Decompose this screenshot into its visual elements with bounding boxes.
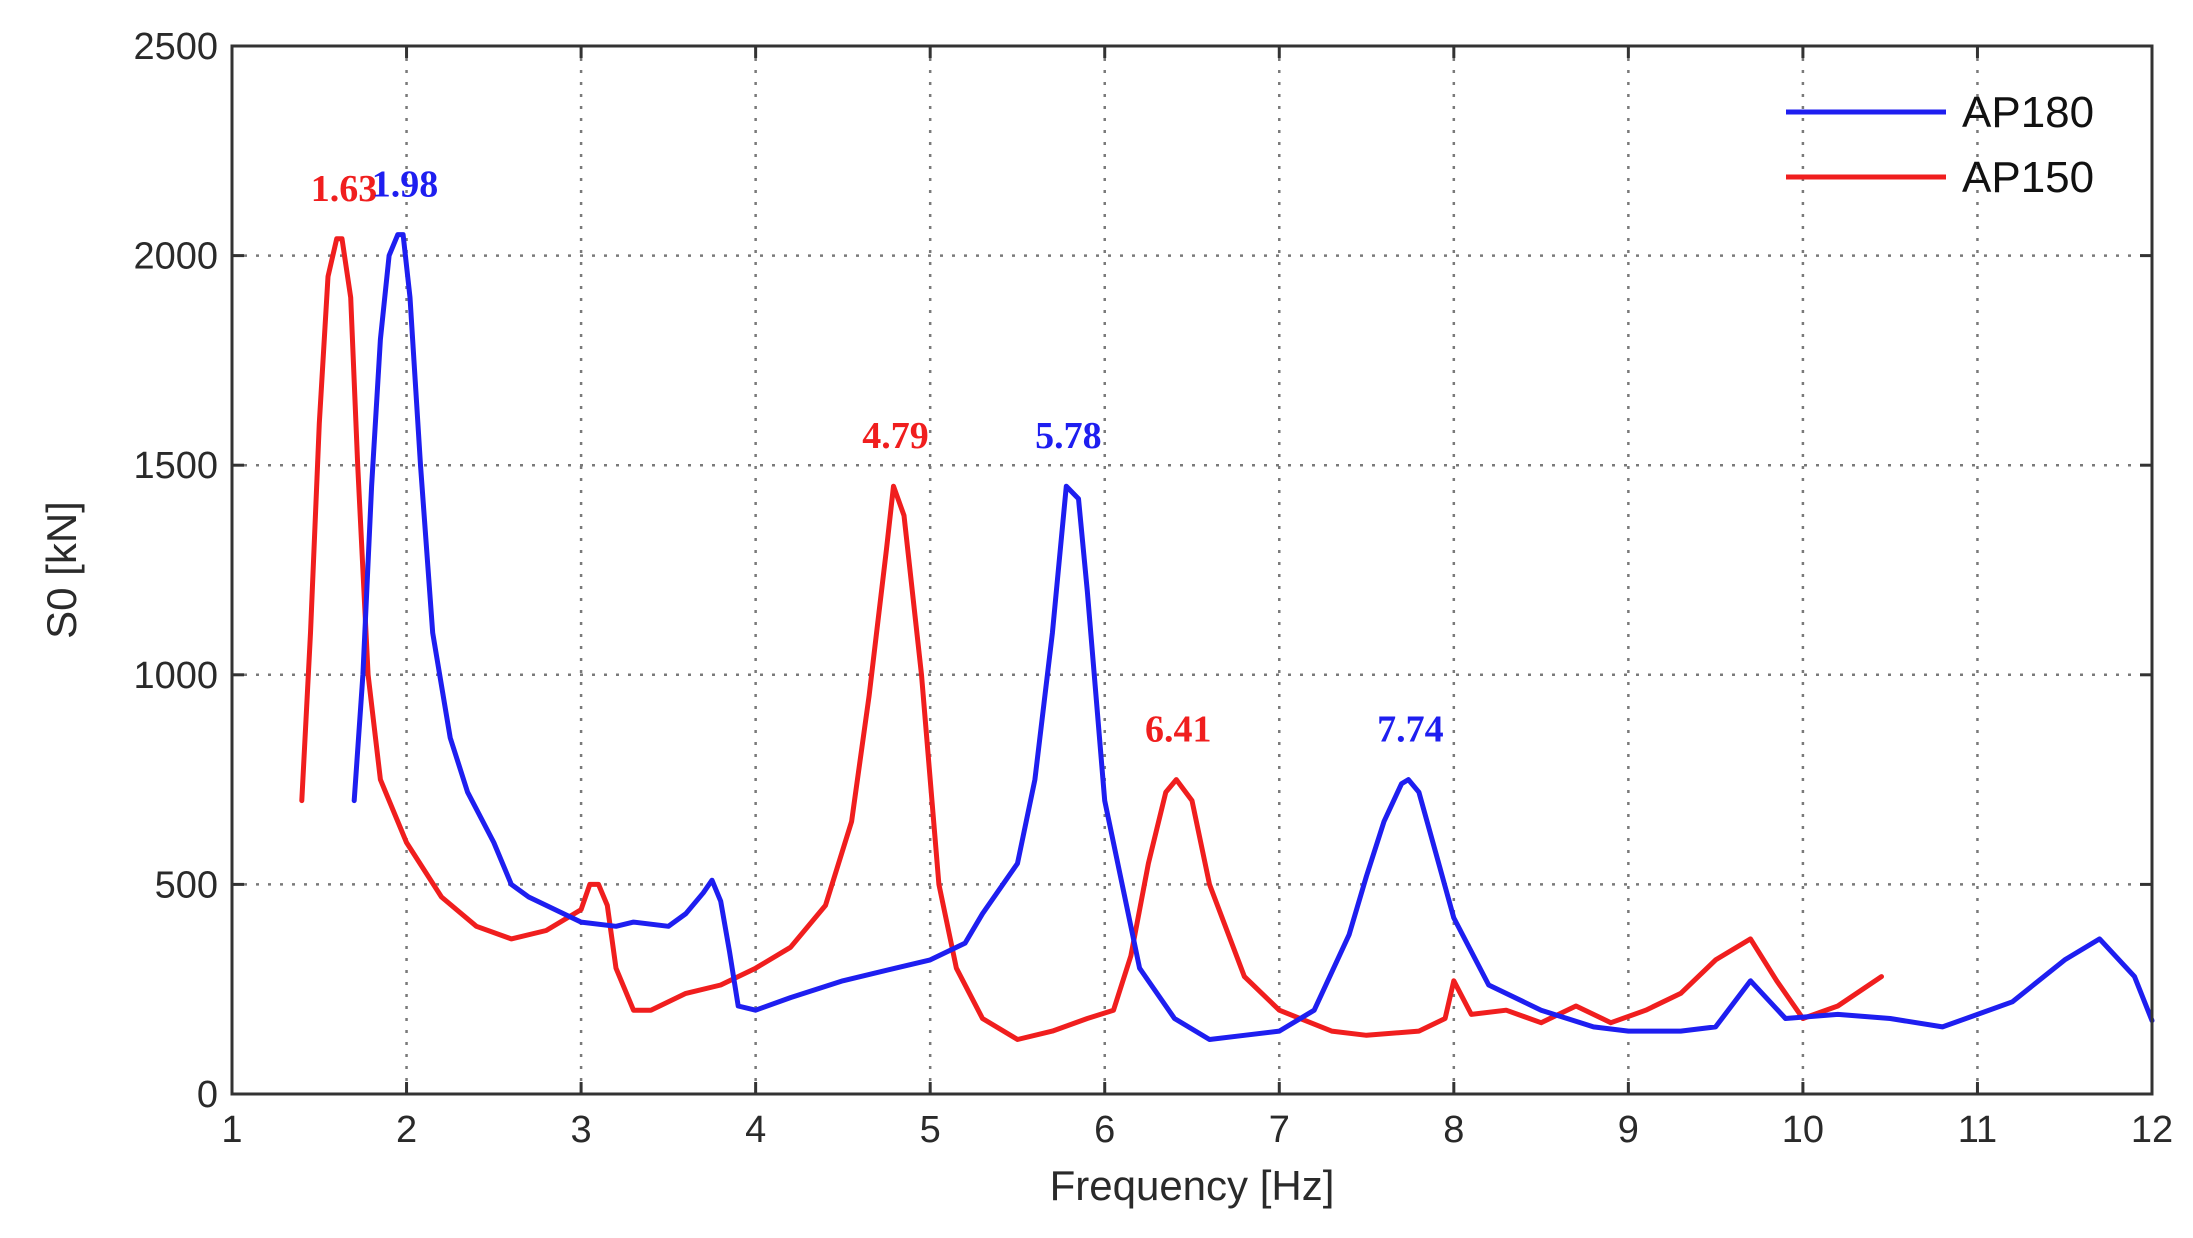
x-tick-label: 9 bbox=[1618, 1109, 1639, 1151]
y-tick-label: 1500 bbox=[133, 445, 218, 487]
peak-label-ap150: 6.41 bbox=[1145, 709, 1212, 751]
x-tick-label: 8 bbox=[1443, 1109, 1464, 1151]
x-tick-label: 7 bbox=[1269, 1109, 1290, 1151]
x-tick-label: 4 bbox=[745, 1109, 766, 1151]
x-tick-label: 1 bbox=[221, 1109, 242, 1151]
y-tick-label: 0 bbox=[197, 1074, 218, 1116]
peak-label-ap150: 4.79 bbox=[862, 415, 929, 457]
series-line-ap180 bbox=[351, 232, 2155, 1042]
x-tick-label: 6 bbox=[1094, 1109, 1115, 1151]
x-tick-label: 2 bbox=[396, 1109, 417, 1151]
x-tick-label: 10 bbox=[1782, 1109, 1824, 1151]
legend-label-ap180: AP180 bbox=[1962, 88, 2094, 137]
plot-frame bbox=[230, 44, 2154, 1096]
peak-annotations: 1.631.98 4.79 5.78 6.41 7.74 bbox=[311, 164, 1444, 751]
y-tick-label: 2000 bbox=[133, 236, 218, 278]
x-tick-label: 5 bbox=[920, 1109, 941, 1151]
x-tick-label: 12 bbox=[2131, 1109, 2173, 1151]
x-tick-label: 3 bbox=[571, 1109, 592, 1151]
legend-label-ap150: AP150 bbox=[1962, 153, 2094, 202]
series-line-ap150 bbox=[299, 236, 1884, 1042]
x-axis-label: Frequency [Hz] bbox=[1050, 1162, 1335, 1209]
y-tick-label: 1000 bbox=[133, 655, 218, 697]
peak-label-ap180: 1.98 bbox=[372, 164, 439, 206]
grid bbox=[232, 46, 2152, 1094]
series-group bbox=[299, 232, 2155, 1042]
y-tick-label: 500 bbox=[155, 864, 218, 906]
x-tick-label: 11 bbox=[1958, 1109, 1997, 1151]
legend: AP180 AP150 bbox=[1786, 88, 2094, 202]
y-tick-label: 2500 bbox=[133, 26, 218, 68]
peak-label-ap150: 1.63 bbox=[311, 168, 378, 210]
peak-label-ap180: 7.74 bbox=[1377, 709, 1444, 751]
peak-label-ap180: 5.78 bbox=[1035, 415, 1102, 457]
y-axis-label: S0 [kN] bbox=[38, 501, 85, 639]
